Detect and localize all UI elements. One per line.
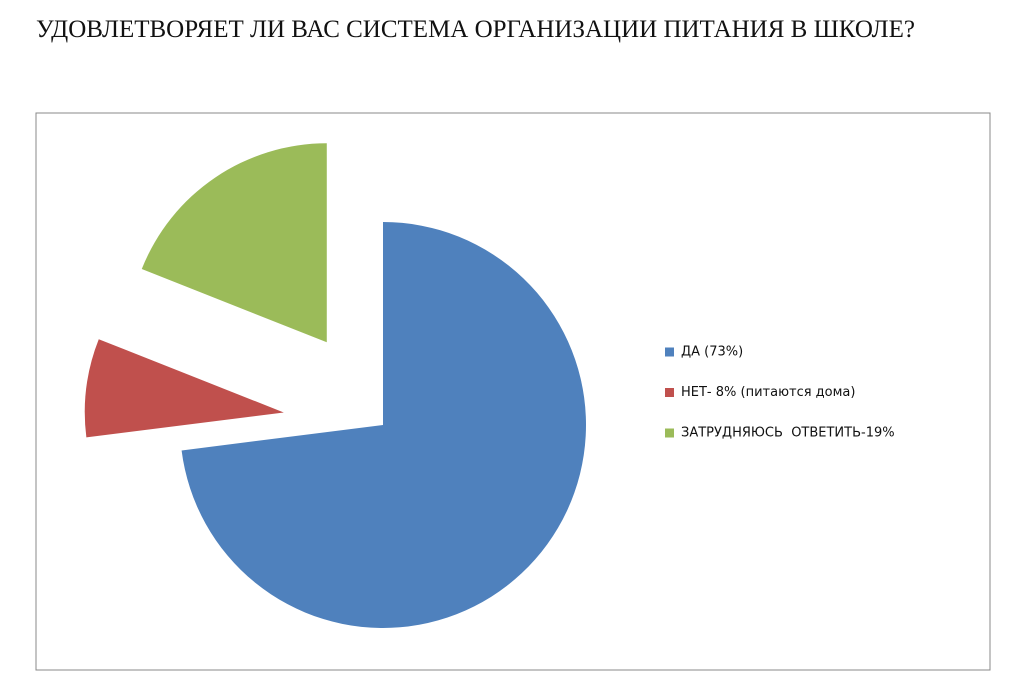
- pie-slice: [181, 222, 586, 628]
- legend-label: НЕТ- 8% (питаются дома): [681, 385, 855, 400]
- legend-swatch: [665, 428, 674, 438]
- chart-title: УДОВЛЕТВОРЯЕТ ЛИ ВАС СИСТЕМА ОРГАНИЗАЦИИ…: [36, 16, 915, 43]
- legend-swatch: [665, 388, 674, 397]
- legend-label: ДА (73%): [681, 345, 743, 360]
- chart-frame: [35, 112, 991, 671]
- pie-slice: [84, 339, 284, 438]
- legend-swatch: [665, 347, 674, 357]
- legend-label: ЗАТРУДНЯЮСЬ ОТВЕТИТЬ-19%: [681, 426, 895, 441]
- pie-slice: [141, 143, 327, 343]
